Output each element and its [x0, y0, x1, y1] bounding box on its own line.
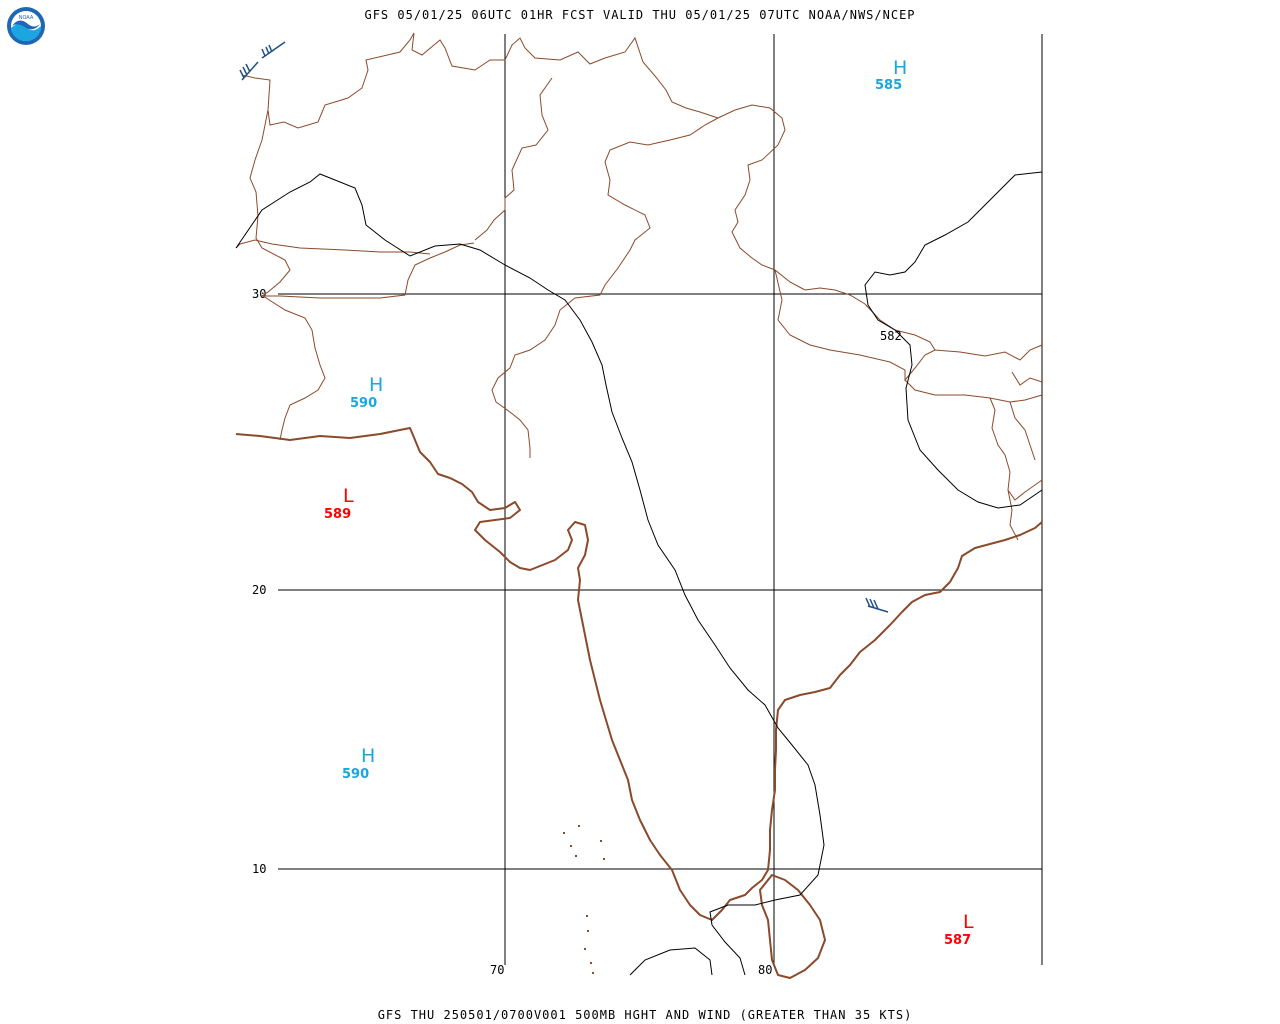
pressure-center-symbol: H	[361, 745, 375, 767]
lat-label-20: 20	[252, 583, 266, 597]
lon-label-70: 70	[490, 963, 504, 977]
wind-barb-icon	[865, 597, 889, 613]
pressure-center-value: 590	[350, 396, 377, 411]
lon-label-80: 80	[758, 963, 772, 977]
wind-barb-icon	[261, 41, 286, 59]
pressure-center-symbol: L	[343, 485, 354, 507]
lat-label-30: 30	[252, 287, 266, 301]
chart-title: GFS 05/01/25 06UTC 01HR FCST VALID THU 0…	[364, 8, 916, 22]
contour-label-582: 582	[880, 329, 902, 343]
logo-text: NOAA	[19, 15, 34, 21]
islands	[563, 825, 605, 974]
pressure-center-value: 590	[342, 767, 369, 782]
pressure-center-value: 589	[324, 507, 351, 522]
pressure-center-symbol: H	[893, 57, 907, 79]
wind-barbs	[239, 41, 889, 613]
pressure-center-value: 587	[944, 933, 971, 948]
pressure-center-value: 585	[875, 78, 902, 93]
chart-caption: GFS THU 250501/0700V001 500MB HGHT AND W…	[377, 1008, 913, 1022]
grid-lines	[278, 34, 1043, 965]
pressure-center-symbol: L	[963, 911, 974, 933]
wind-barb-icon	[239, 61, 259, 81]
noaa-logo-icon: NOAA	[7, 7, 45, 45]
coastline	[235, 427, 1043, 979]
pressure-center-symbol: H	[369, 374, 383, 396]
country-borders	[235, 32, 1043, 541]
height-contours	[235, 171, 1043, 976]
lat-label-10: 10	[252, 862, 266, 876]
